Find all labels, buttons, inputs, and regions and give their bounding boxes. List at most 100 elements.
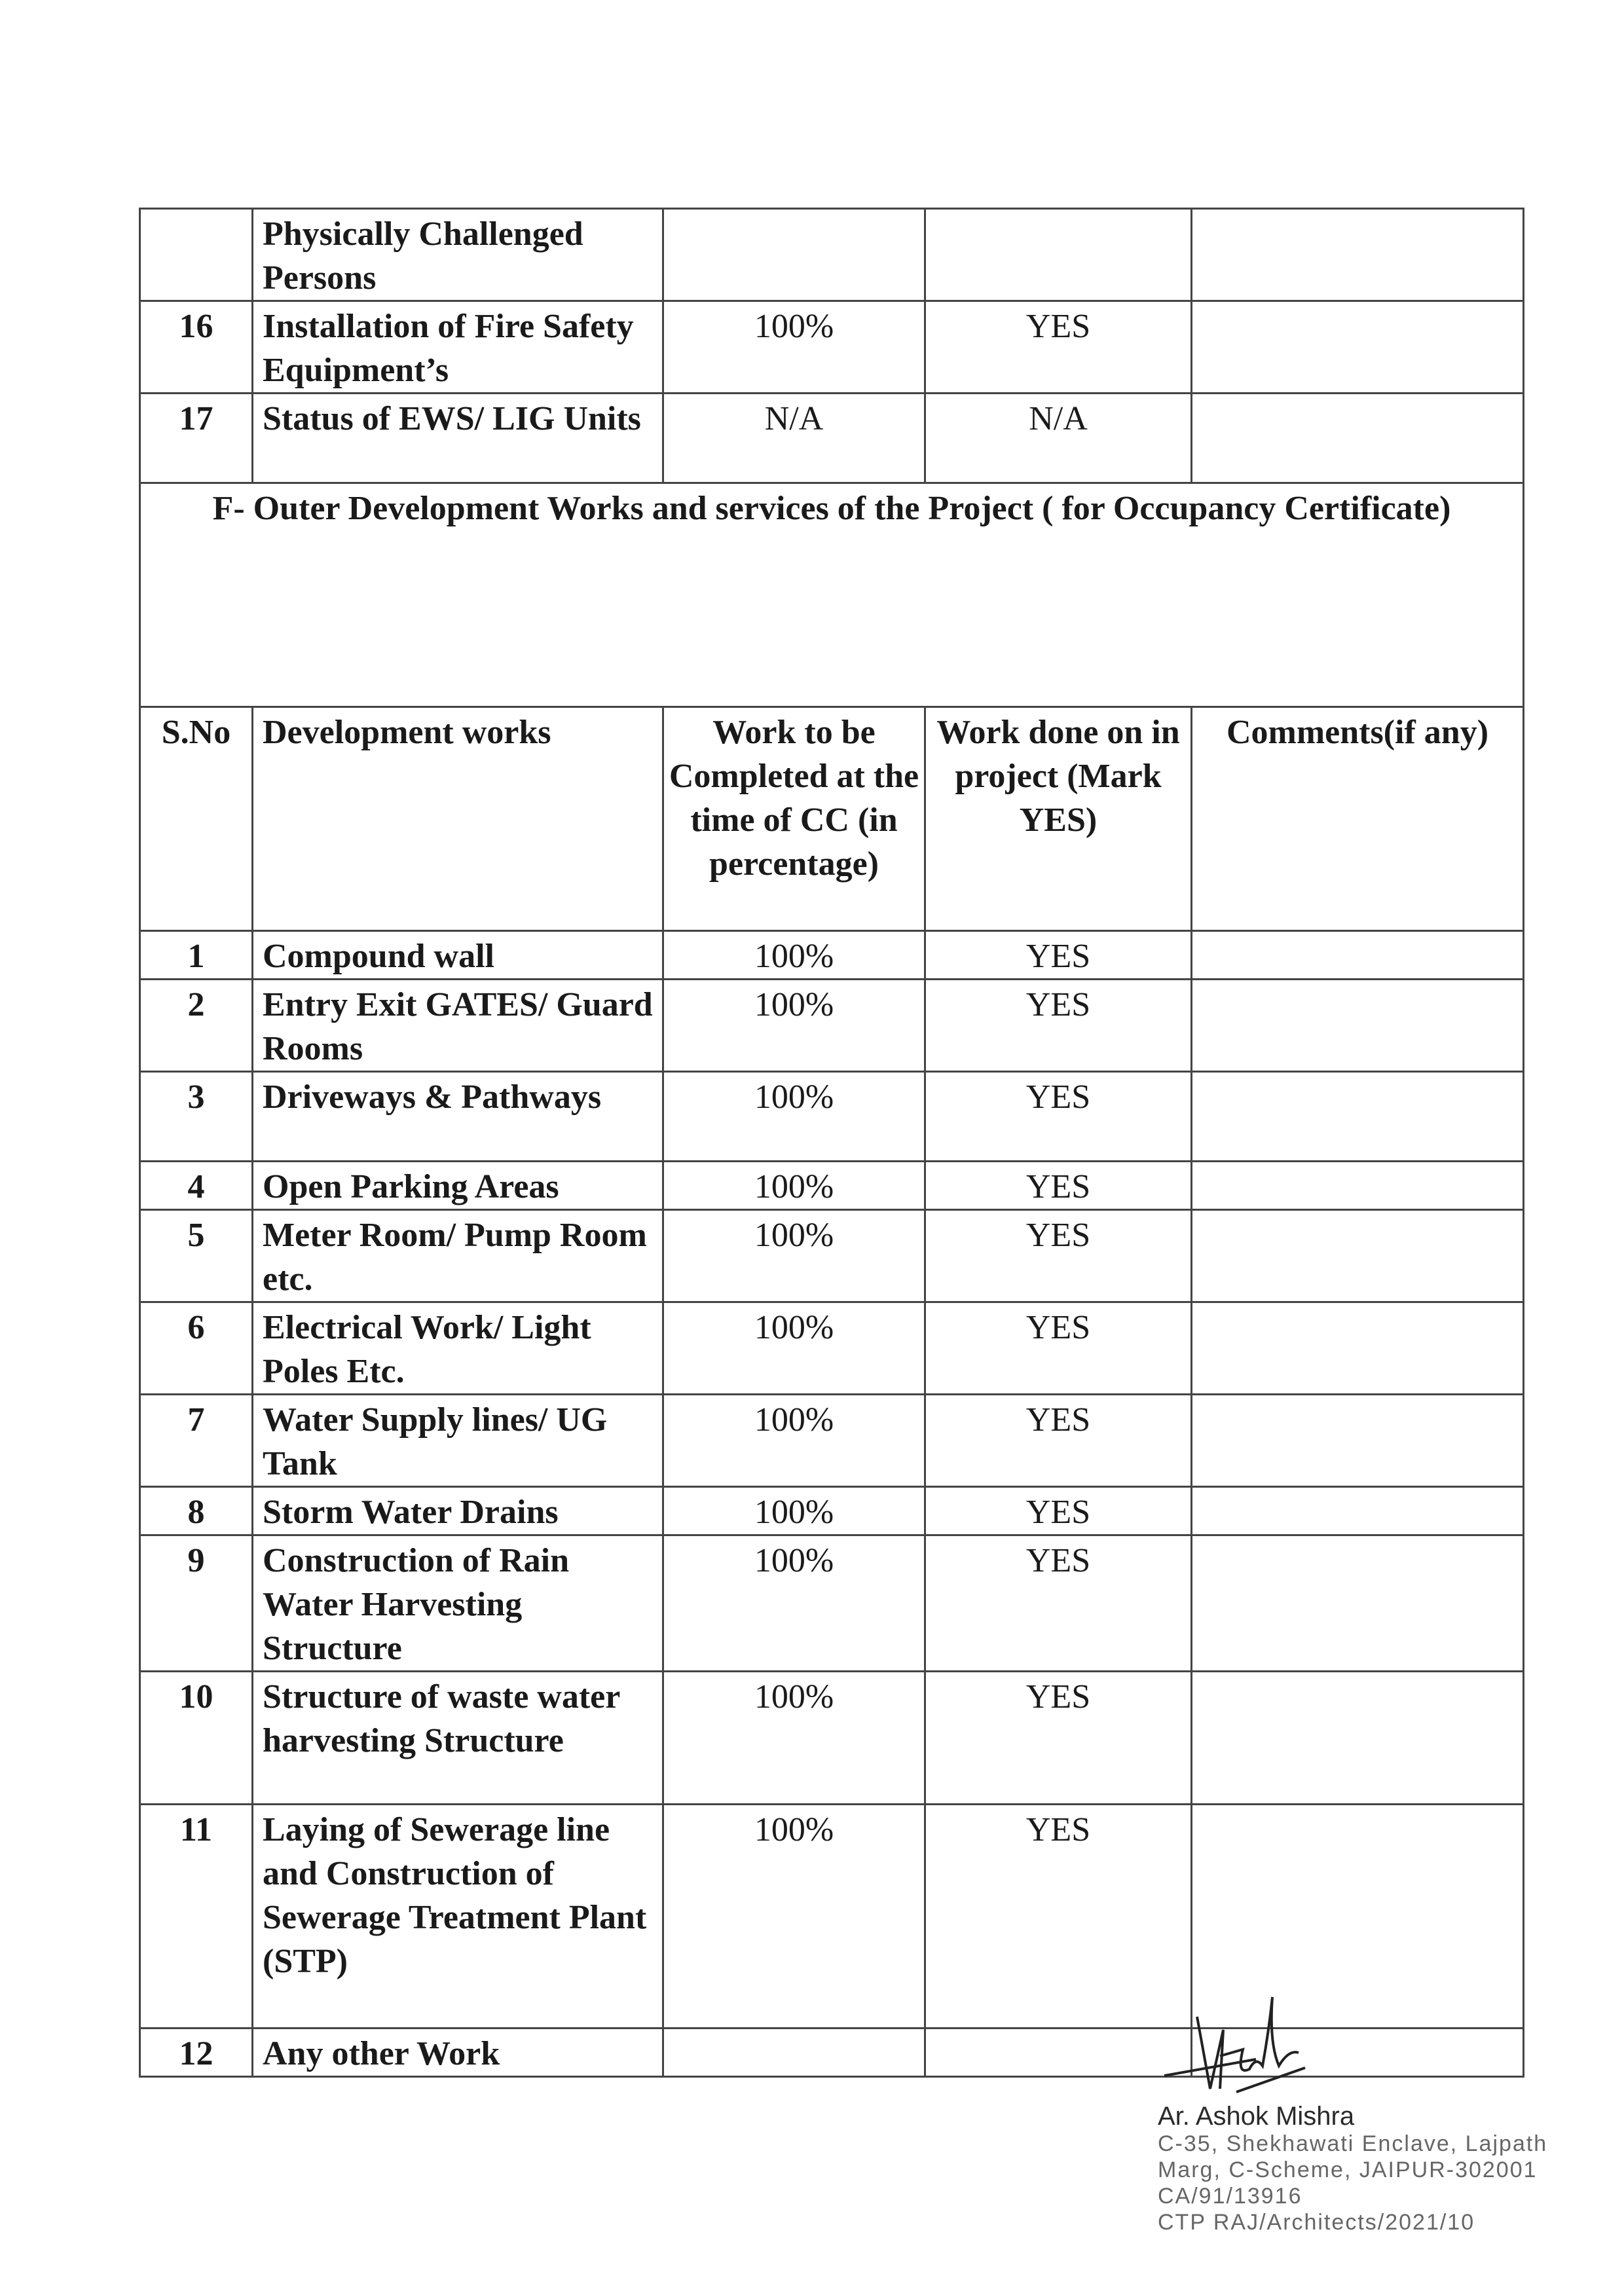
address-line-2: Marg, C-Scheme, JAIPUR-302001	[1158, 2157, 1538, 2182]
comments-cell	[1190, 1486, 1524, 1536]
target-cell: N/A	[662, 392, 926, 484]
comments-cell	[1190, 1534, 1524, 1672]
done-cell: YES	[924, 300, 1192, 394]
target-cell	[662, 2027, 926, 2078]
table-row: 11 Laying of Sewerage line and Constructi…	[139, 1803, 1524, 2029]
done-cell: YES	[924, 930, 1192, 980]
sno-cell: 5	[139, 1209, 253, 1303]
work-cell: Any other Work	[251, 2027, 664, 2078]
sno-cell: 1	[139, 930, 253, 980]
done-cell: YES	[924, 1209, 1192, 1303]
target-cell: 100%	[662, 1670, 926, 1805]
done-cell: YES	[924, 1071, 1192, 1162]
header-work: Development works	[251, 706, 664, 932]
sno-cell: 4	[139, 1160, 253, 1211]
table-row: 9 Construction of Rain Water Harvesting S…	[139, 1534, 1524, 1672]
sno-cell: 16	[139, 300, 253, 394]
work-cell: Physically Challenged Persons	[251, 208, 664, 302]
target-cell: 100%	[662, 1209, 926, 1303]
comments-cell	[1190, 1071, 1524, 1162]
sno-cell: 10	[139, 1670, 253, 1805]
work-cell: Meter Room/ Pump Room etc.	[251, 1209, 664, 1303]
comments-cell	[1190, 978, 1524, 1073]
sno-cell: 17	[139, 392, 253, 484]
signature-image	[1164, 1996, 1306, 2093]
table-row: 16 Installation of Fire Safety Equipment’…	[139, 300, 1524, 394]
table-row: 6 Electrical Work/ Light Poles Etc. 100% YE…	[139, 1301, 1524, 1395]
sno-cell: 9	[139, 1534, 253, 1672]
target-cell: 100%	[662, 1534, 926, 1672]
header-comments: Comments(if any)	[1190, 706, 1524, 932]
done-cell: YES	[924, 978, 1192, 1073]
table-row: 10 Structure of waste water harvesting St…	[139, 1670, 1524, 1805]
table-row: 17 Status of EWS/ LIG Units N/A N/A	[139, 392, 1524, 484]
target-cell: 100%	[662, 1301, 926, 1395]
work-cell: Driveways & Pathways	[251, 1071, 664, 1162]
work-cell: Water Supply lines/ UG Tank	[251, 1393, 664, 1488]
comments-cell	[1190, 930, 1524, 980]
work-cell: Status of EWS/ LIG Units	[251, 392, 664, 484]
done-cell: YES	[924, 1534, 1192, 1672]
sno-cell: 8	[139, 1486, 253, 1536]
work-cell: Construction of Rain Water Harvesting St…	[251, 1534, 664, 1672]
comments-cell	[1190, 1209, 1524, 1303]
target-cell	[662, 208, 926, 302]
done-cell: YES	[924, 1670, 1192, 1805]
ctp-number: CTP RAJ/Architects/2021/10	[1158, 2210, 1475, 2235]
table-row: 4 Open Parking Areas 100% YES	[139, 1160, 1524, 1211]
sno-cell	[139, 208, 253, 302]
header-sno: S.No	[139, 706, 253, 932]
done-cell: YES	[924, 1486, 1192, 1536]
work-cell: Laying of Sewerage line and Construction…	[251, 1803, 664, 2029]
table-row: 3 Driveways & Pathways 100% YES	[139, 1071, 1524, 1162]
sno-cell: 12	[139, 2027, 253, 2078]
work-cell: Electrical Work/ Light Poles Etc.	[251, 1301, 664, 1395]
table-row: 8 Storm Water Drains 100% YES	[139, 1486, 1524, 1536]
table-row: 1 Compound wall 100% YES	[139, 930, 1524, 980]
development-works-table: Physically Challenged Persons 16 Installat…	[139, 208, 1524, 2078]
header-done: Work done on in project (Mark YES)	[924, 706, 1192, 932]
sno-cell: 6	[139, 1301, 253, 1395]
table-row: 5 Meter Room/ Pump Room etc. 100% YES	[139, 1209, 1524, 1303]
address-line-1: C-35, Shekhawati Enclave, Lajpath	[1158, 2131, 1548, 2156]
comments-cell	[1190, 300, 1524, 394]
architect-name: Ar. Ashok Mishra	[1158, 2102, 1355, 2131]
section-title-row: F- Outer Development Works and services …	[139, 482, 1524, 708]
done-cell: N/A	[924, 392, 1192, 484]
sno-cell: 3	[139, 1071, 253, 1162]
table-row: Physically Challenged Persons	[139, 208, 1524, 302]
target-cell: 100%	[662, 1486, 926, 1536]
target-cell: 100%	[662, 300, 926, 394]
target-cell: 100%	[662, 1160, 926, 1211]
target-cell: 100%	[662, 930, 926, 980]
work-cell: Storm Water Drains	[251, 1486, 664, 1536]
comments-cell	[1190, 1803, 1524, 2029]
registration-number: CA/91/13916	[1158, 2184, 1302, 2209]
comments-cell	[1190, 392, 1524, 484]
comments-cell	[1190, 1160, 1524, 1211]
architect-stamp: Ar. Ashok Mishra C-35, Shekhawati Enclav…	[1158, 1991, 1564, 2235]
header-target: Work to be Completed at the time of CC (…	[662, 706, 926, 932]
work-cell: Entry Exit GATES/ Guard Rooms	[251, 978, 664, 1073]
work-cell: Open Parking Areas	[251, 1160, 664, 1211]
comments-cell	[1190, 1670, 1524, 1805]
sno-cell: 7	[139, 1393, 253, 1488]
sno-cell: 11	[139, 1803, 253, 2029]
target-cell: 100%	[662, 978, 926, 1073]
table-row: 7 Water Supply lines/ UG Tank 100% YES	[139, 1393, 1524, 1488]
target-cell: 100%	[662, 1393, 926, 1488]
comments-cell	[1190, 1301, 1524, 1395]
done-cell: YES	[924, 1160, 1192, 1211]
comments-cell	[1190, 1393, 1524, 1488]
target-cell: 100%	[662, 1071, 926, 1162]
table-row: 2 Entry Exit GATES/ Guard Rooms 100% YES	[139, 978, 1524, 1073]
done-cell: YES	[924, 1803, 1192, 2029]
header-row: S.No Development works Work to be Comple…	[139, 706, 1524, 932]
work-cell: Installation of Fire Safety Equipment’s	[251, 300, 664, 394]
sno-cell: 2	[139, 978, 253, 1073]
done-cell: YES	[924, 1393, 1192, 1488]
done-cell	[924, 2027, 1192, 2078]
done-cell: YES	[924, 1301, 1192, 1395]
target-cell: 100%	[662, 1803, 926, 2029]
done-cell	[924, 208, 1192, 302]
